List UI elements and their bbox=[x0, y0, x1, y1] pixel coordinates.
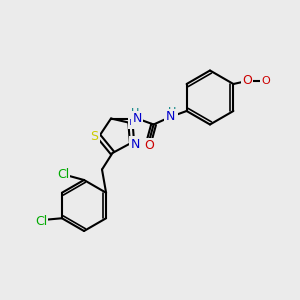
Text: N: N bbox=[130, 137, 140, 151]
Text: Cl: Cl bbox=[57, 167, 69, 181]
Text: H: H bbox=[130, 108, 139, 118]
Text: O: O bbox=[261, 76, 270, 86]
Text: H: H bbox=[168, 106, 177, 117]
Text: N: N bbox=[129, 115, 138, 128]
Text: S: S bbox=[91, 130, 98, 143]
Text: O: O bbox=[242, 74, 252, 88]
Text: N: N bbox=[132, 112, 142, 125]
Text: Cl: Cl bbox=[35, 215, 47, 228]
Text: O: O bbox=[144, 139, 154, 152]
Text: N: N bbox=[165, 110, 175, 124]
Text: O: O bbox=[242, 74, 252, 88]
